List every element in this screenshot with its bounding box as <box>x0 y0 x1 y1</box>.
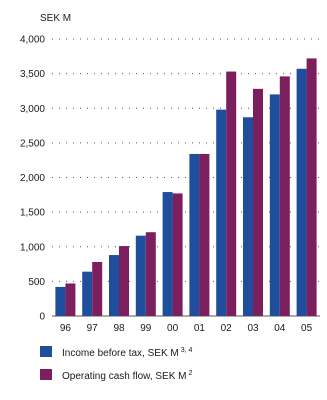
bar-income-before-tax <box>269 94 280 317</box>
bar-operating-cash-flow <box>199 153 210 316</box>
bar-operating-cash-flow <box>306 58 317 316</box>
y-tick-label: 3,500 <box>20 69 45 80</box>
bar-income-before-tax <box>55 286 66 316</box>
y-tick-label: 0 <box>39 312 45 323</box>
bar-income-before-tax <box>82 271 93 316</box>
y-tick-label: 1,500 <box>20 208 45 219</box>
bar-operating-cash-flow <box>119 246 129 316</box>
x-tick-label: 99 <box>140 323 152 334</box>
y-tick-label: 4,000 <box>20 35 45 46</box>
y-tick-label: 1,000 <box>20 242 45 253</box>
x-tick-label: 96 <box>60 323 72 334</box>
bar-operating-cash-flow <box>172 193 183 316</box>
x-tick-label: 03 <box>247 323 259 334</box>
legend-label-operating-cash-flow-text: Operating cash flow, SEK M <box>62 371 187 382</box>
bar-operating-cash-flow <box>92 261 103 316</box>
x-tick-label: 97 <box>87 323 99 334</box>
bar-operating-cash-flow <box>145 232 156 316</box>
bar-operating-cash-flow <box>279 76 290 317</box>
bar-income-before-tax <box>135 235 146 316</box>
bar-operating-cash-flow <box>253 88 263 316</box>
x-axis-ticks: 96 97 98 99 00 01 02 03 04 05 <box>60 323 313 334</box>
bar-income-before-tax <box>296 68 307 316</box>
bar-income-before-tax <box>243 117 253 316</box>
bars <box>55 58 317 317</box>
x-tick-label: 01 <box>194 323 206 334</box>
x-tick-label: 98 <box>113 323 125 334</box>
bar-income-before-tax <box>189 153 200 316</box>
y-tick-label: 2,000 <box>20 173 45 184</box>
y-axis-unit-label: SEK M <box>40 13 71 24</box>
legend-swatch-operating-cash-flow <box>40 369 52 380</box>
bar-income-before-tax <box>109 255 119 316</box>
legend-label-income-before-tax-sup: 3, 4 <box>181 347 193 354</box>
y-tick-label: 500 <box>28 277 45 288</box>
bar-income-before-tax <box>216 109 227 316</box>
gridlines <box>52 38 320 317</box>
legend-label-income-before-tax-text: Income before tax, SEK M <box>62 348 179 359</box>
legend-label-operating-cash-flow-sup: 2 <box>189 370 193 377</box>
y-axis-ticks: 4,000 3,500 3,000 2,500 2,000 1,500 1,000 500 0 <box>20 35 45 323</box>
bar-operating-cash-flow <box>65 283 76 316</box>
y-tick-label: 3,000 <box>20 104 45 115</box>
bar-income-before-tax <box>162 192 173 316</box>
bar-operating-cash-flow <box>226 71 237 316</box>
x-tick-label: 05 <box>301 323 313 334</box>
legend-swatch-income-before-tax <box>40 346 52 357</box>
x-tick-label: 02 <box>221 323 233 334</box>
legend-label-income-before-tax: Income before tax, SEK M 3, 4 <box>62 347 193 359</box>
y-tick-label: 2,500 <box>20 138 45 149</box>
x-tick-label: 00 <box>167 323 179 334</box>
x-tick-label: 04 <box>274 323 286 334</box>
legend: Income before tax, SEK M 3, 4 Operating c… <box>40 346 193 382</box>
